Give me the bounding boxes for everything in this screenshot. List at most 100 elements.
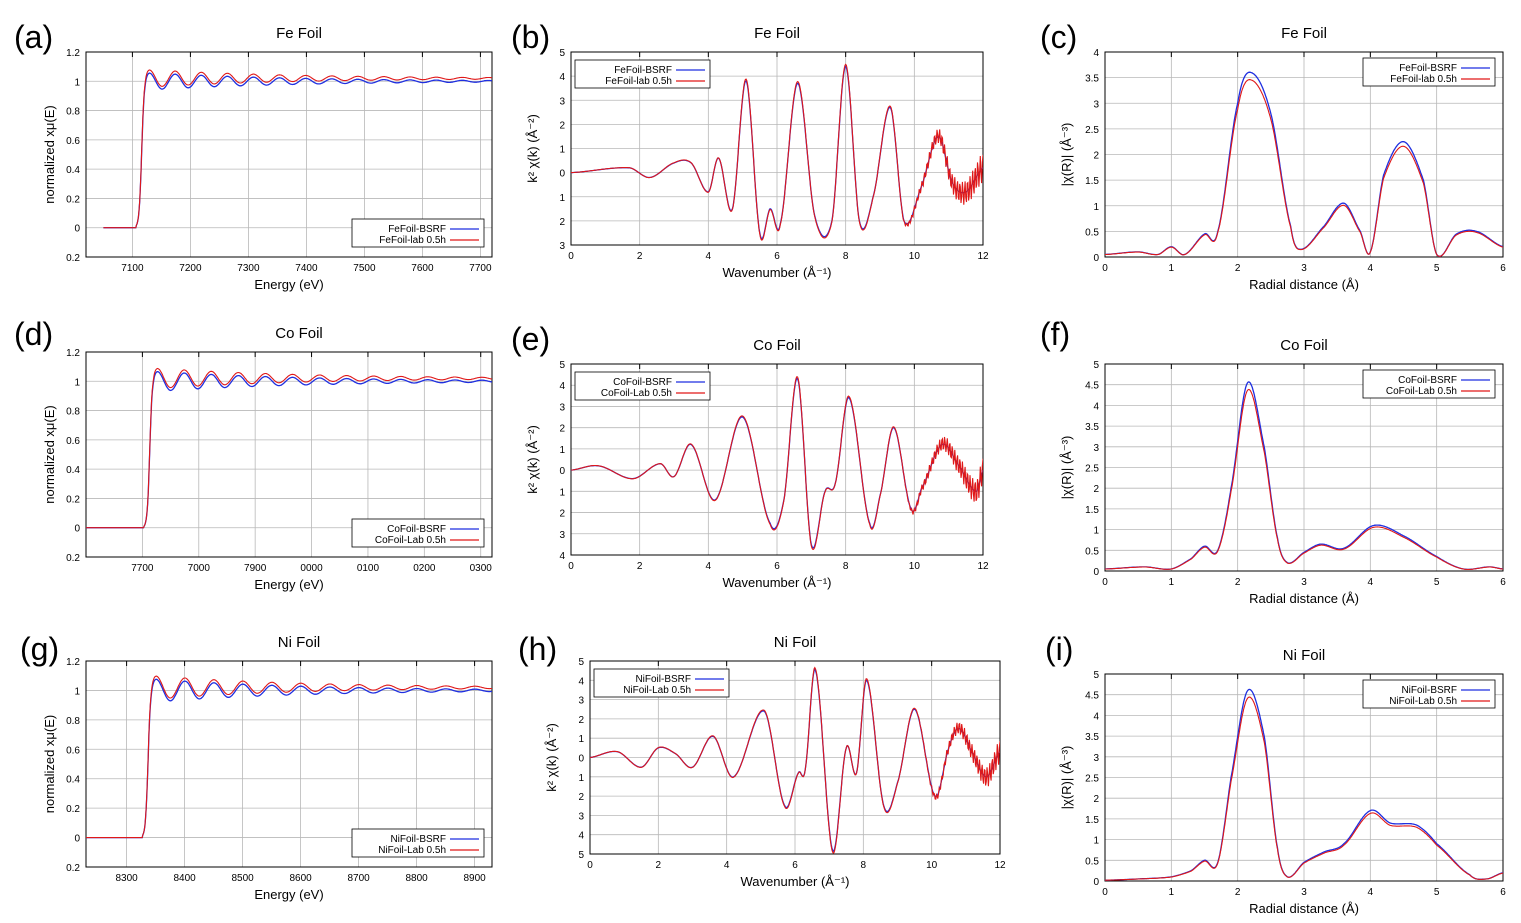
legend-entry: CoFoil-BSRF [1398, 375, 1457, 386]
legend-entry: FeFoil-BSRF [1399, 63, 1457, 74]
legend-entry: NiFoil-BSRF [635, 674, 691, 685]
y-tick-label: 1.2 [66, 657, 80, 668]
y-tick-label: 0.2 [66, 494, 80, 505]
legend-box [1362, 679, 1496, 709]
x-tick-label: 6 [774, 561, 780, 572]
y-tick-label: 4 [1093, 401, 1099, 412]
x-axis-label: Energy (eV) [254, 277, 323, 292]
x-tick-label: 8 [861, 860, 867, 871]
y-tick-label: 3 [1093, 443, 1099, 454]
y-tick-label: 1 [559, 445, 565, 456]
y-tick-label: 1.2 [66, 48, 80, 59]
x-tick-label: 6 [792, 860, 798, 871]
x-tick-label: 8400 [173, 873, 196, 884]
x-tick-label: 7500 [353, 263, 376, 274]
y-tick-label: 1 [559, 487, 565, 498]
panel-label: (a) [14, 19, 53, 55]
x-tick-label: 7300 [237, 263, 260, 274]
y-axis-label: |χ(R)| (Å⁻³) [1059, 746, 1074, 810]
y-tick-label: 0.5 [1085, 546, 1099, 557]
legend-box [1362, 369, 1496, 399]
x-tick-label: 7400 [295, 263, 318, 274]
y-tick-label: 2.5 [1085, 464, 1099, 475]
x-axis-label: Wavenumber (Å⁻¹) [723, 575, 832, 590]
y-tick-label: 0.6 [66, 436, 80, 447]
chart-title: Co Foil [1280, 337, 1328, 354]
x-tick-label: 8300 [115, 873, 138, 884]
legend-entry: CoFoil-BSRF [613, 377, 672, 388]
x-tick-label: 1 [1169, 887, 1175, 898]
y-tick-label: 0.6 [66, 745, 80, 756]
legend-box [574, 59, 711, 89]
y-tick-label: 4.5 [1085, 381, 1099, 392]
y-tick-label: 5 [578, 657, 584, 668]
y-tick-label: 2 [1093, 484, 1099, 495]
x-tick-label: 1 [1169, 577, 1175, 588]
chart-panel-i: (i) Ni Foil 0 1 2 3 4 5 6 0 0.5 1 1.5 2 2.5 3 3.5 4 4.5 5 Ra… [1045, 631, 1506, 916]
y-tick-label: 0 [1093, 253, 1099, 264]
y-tick-label: 0.2 [66, 253, 80, 264]
y-axis-label: normalized xμ(E) [42, 715, 57, 814]
x-tick-label: 6 [1500, 887, 1506, 898]
y-tick-label: 0.5 [1085, 856, 1099, 867]
legend-entry: CoFoil-Lab 0.5h [601, 388, 672, 399]
x-tick-label: 4 [724, 860, 730, 871]
y-tick-label: 4 [578, 831, 584, 842]
y-tick-label: 4 [1093, 48, 1099, 59]
y-tick-label: 0.2 [66, 553, 80, 564]
chart-title: Ni Foil [1283, 647, 1326, 664]
y-tick-label: 4 [578, 676, 584, 687]
legend-entry: FeFoil-lab 0.5h [1390, 74, 1457, 85]
x-tick-label: 3 [1301, 263, 1307, 274]
y-tick-label: 0 [74, 524, 80, 535]
x-tick-label: 2 [1235, 263, 1241, 274]
x-tick-label: 1 [1169, 263, 1175, 274]
x-tick-label: 0300 [470, 563, 493, 574]
series-line-bsrf [86, 371, 492, 529]
x-tick-label: 10 [909, 251, 921, 262]
series-line-lab [590, 666, 1000, 854]
x-tick-label: 5 [1434, 263, 1440, 274]
x-tick-label: 3 [1301, 887, 1307, 898]
y-tick-label: 3 [1093, 99, 1099, 110]
x-tick-label: 4 [1368, 577, 1374, 588]
y-tick-label: 2 [559, 217, 565, 228]
x-tick-label: 2 [1235, 577, 1241, 588]
y-tick-label: 3 [559, 241, 565, 252]
legend-entry: NiFoil-Lab 0.5h [1389, 696, 1457, 707]
y-tick-label: 0.6 [66, 136, 80, 147]
y-tick-label: 0.8 [66, 407, 80, 418]
x-axis-label: Energy (eV) [254, 887, 323, 902]
y-tick-label: 4 [559, 551, 565, 562]
x-tick-label: 2 [637, 251, 643, 262]
y-tick-label: 3 [559, 96, 565, 107]
y-tick-label: 3.5 [1085, 732, 1099, 743]
panel-label: (h) [518, 631, 557, 667]
x-tick-label: 0200 [413, 563, 436, 574]
y-tick-label: 1 [559, 145, 565, 156]
chart-panel-a: (a) Fe Foil 7100 7200 7300 7400 7500 7600 7700 0.… [14, 19, 493, 292]
legend-entry: CoFoil-BSRF [387, 524, 446, 535]
x-tick-label: 0 [1102, 263, 1108, 274]
chart-title: Fe Foil [276, 25, 322, 42]
x-tick-label: 8600 [289, 873, 312, 884]
x-tick-label: 3 [1301, 577, 1307, 588]
x-tick-label: 10 [926, 860, 938, 871]
chart-title: Co Foil [753, 337, 801, 354]
x-tick-label: 6 [1500, 263, 1506, 274]
y-tick-label: 1.5 [1085, 815, 1099, 826]
y-axis-label: k² χ(k) (Å⁻²) [525, 425, 540, 494]
x-tick-label: 8 [843, 561, 849, 572]
y-tick-label: 1 [74, 77, 80, 88]
plot-frame [570, 51, 984, 246]
panel-label: (i) [1045, 631, 1073, 667]
x-tick-label: 0 [568, 251, 574, 262]
x-tick-label: 2 [1235, 887, 1241, 898]
panel-label: (d) [14, 316, 53, 352]
